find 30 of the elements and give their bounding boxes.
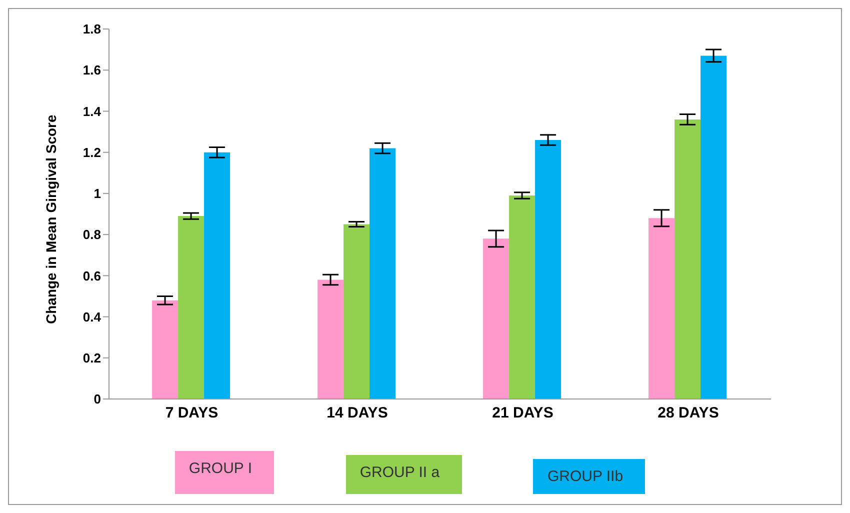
x-tick-label: 28 DAYS <box>658 404 719 422</box>
bar <box>204 152 230 399</box>
bar <box>178 216 204 399</box>
bar <box>535 140 562 399</box>
y-tick-label: 0 <box>94 392 101 407</box>
text: GROUP I <box>174 451 274 494</box>
y-tick-label: 0.6 <box>82 268 101 284</box>
bar <box>152 300 178 399</box>
y-axis-title: Change in Mean Gingival Score <box>42 114 59 324</box>
bar <box>318 280 344 399</box>
y-tick-label: 0.2 <box>82 350 101 366</box>
bar <box>509 196 536 399</box>
y-tick-label: 1.2 <box>82 144 101 160</box>
y-tick-label: 1.8 <box>82 22 101 37</box>
bar <box>700 56 727 399</box>
y-tick-label: 1.4 <box>82 104 102 119</box>
x-tick-label: 7 DAYS <box>165 404 218 422</box>
bar <box>344 224 370 399</box>
bar <box>674 119 701 399</box>
bar <box>370 148 396 399</box>
y-tick-label: 1 <box>94 186 101 202</box>
y-tick-label: 1.6 <box>82 62 101 78</box>
y-tick-label: 0.4 <box>82 309 102 324</box>
bar <box>648 218 675 399</box>
bar <box>483 238 510 399</box>
text: GROUP II a <box>346 455 462 494</box>
x-tick-label: 21 DAYS <box>492 404 554 422</box>
y-tick-label: 0.8 <box>82 227 101 242</box>
x-tick-label: 14 DAYS <box>326 404 388 422</box>
text: GROUP IIb <box>533 459 646 494</box>
